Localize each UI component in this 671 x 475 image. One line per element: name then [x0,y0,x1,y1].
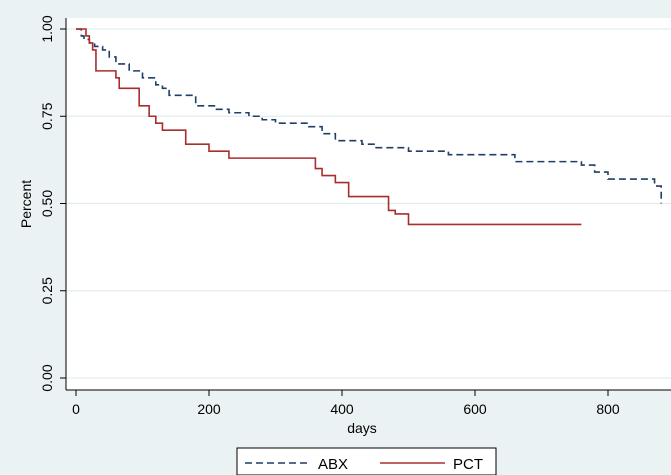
x-tick-label: 600 [463,401,487,417]
gridlines [66,28,671,379]
x-tick-label: 800 [596,401,620,417]
legend-box [236,447,497,475]
x-tick-label: 200 [197,401,221,417]
x-axis-label: days [347,420,377,436]
x-tick-label: 400 [330,401,354,417]
legend-label-pct: PCT [453,456,483,473]
y-tick-label: 0.25 [39,277,55,304]
y-tick-label: 0.50 [39,190,55,217]
series-line-pct [76,28,582,226]
legend: ABX PCT [236,447,497,475]
y-tick-label: 0.00 [39,364,55,391]
series-line-abx [76,28,662,204]
y-tick-label: 1.00 [39,15,55,42]
y-axis-label: Percent [18,180,34,228]
series-group [76,28,662,226]
x-tick-label: 0 [72,401,80,417]
legend-label-abx: ABX [318,456,348,473]
y-tick-label: 0.75 [39,102,55,129]
axes: 0.00 0.25 0.50 0.75 1.00 0 200 400 600 800 [39,15,671,417]
